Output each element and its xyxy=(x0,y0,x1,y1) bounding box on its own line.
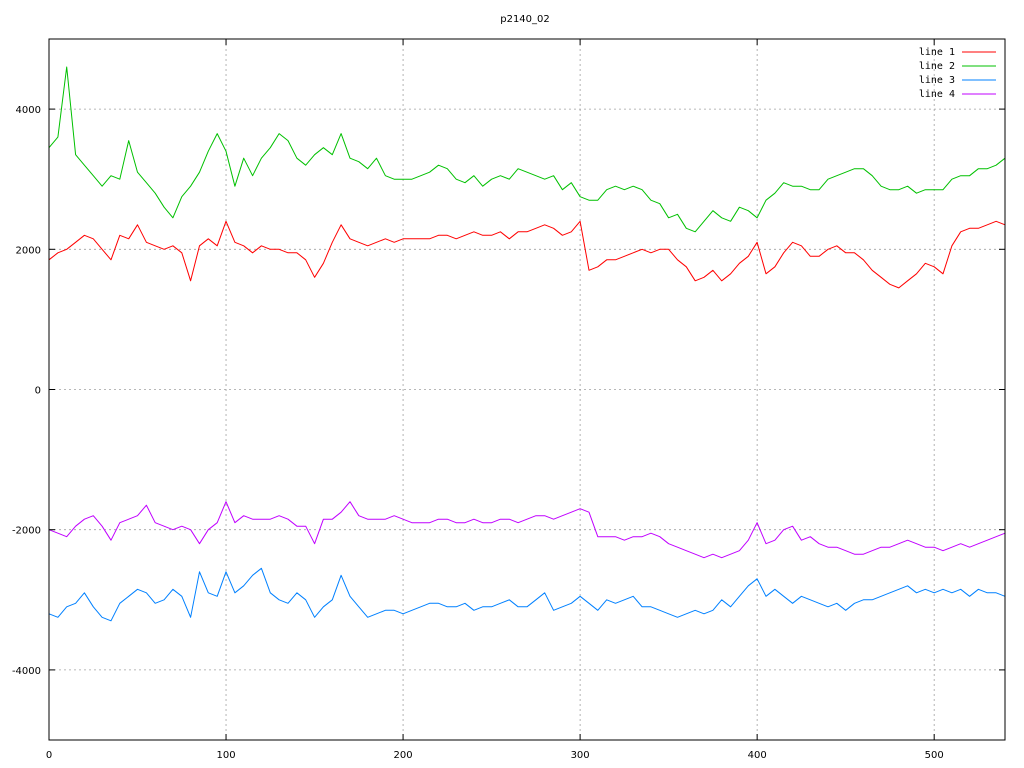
legend-label-3: line 3 xyxy=(919,75,955,86)
x-tick-label: 500 xyxy=(925,750,944,761)
x-tick-label: 200 xyxy=(394,750,413,761)
legend-label-4: line 4 xyxy=(919,89,955,100)
legend-label-2: line 2 xyxy=(919,61,955,72)
grid xyxy=(49,39,1005,740)
legend: line 1 line 2 line 3 line 4 xyxy=(919,47,996,100)
x-tick-label: 0 xyxy=(46,750,52,761)
series-group xyxy=(48,66,1006,622)
y-tick-label: 4000 xyxy=(16,105,41,116)
y-tick-label: -2000 xyxy=(12,526,41,537)
y-tick-label: 2000 xyxy=(16,245,41,256)
y-tick-label: 0 xyxy=(35,386,41,397)
x-tick-label: 400 xyxy=(748,750,767,761)
x-tick-label: 100 xyxy=(216,750,235,761)
y-tick-label: -4000 xyxy=(12,666,41,677)
series-line-3 xyxy=(48,567,1006,622)
series-line-1 xyxy=(48,220,1006,289)
axis-ticks: 0 100 200 300 400 500 -4000 -2000 0 2000 4000 xyxy=(12,39,1005,761)
chart-title: p2140_02 xyxy=(500,14,550,25)
legend-label-1: line 1 xyxy=(919,47,955,58)
series-line-2 xyxy=(48,66,1006,233)
x-tick-label: 300 xyxy=(571,750,590,761)
series-line-4 xyxy=(48,501,1006,559)
